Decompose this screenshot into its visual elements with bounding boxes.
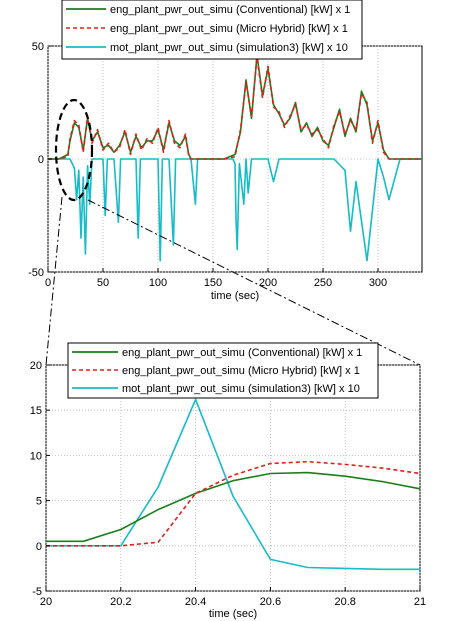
legend-label-micro-hybrid: eng_plant_pwr_out_simu (Micro Hybrid) [k… xyxy=(110,23,348,35)
top-xtick-label: 150 xyxy=(204,277,222,289)
legend2-label-micro-hybrid: eng_plant_pwr_out_simu (Micro Hybrid) [k… xyxy=(122,365,360,377)
chart-top-x-axis-label: time (sec) xyxy=(211,290,259,302)
chart-bottom-legend-box xyxy=(67,342,379,399)
bottom-xtick-label: 20.6 xyxy=(260,596,281,608)
zoom-connectors xyxy=(45,196,421,366)
chart-top-series xyxy=(48,54,422,262)
top-xtick-label: 100 xyxy=(149,277,167,289)
chart-top-legend: eng_plant_pwr_out_simu (Conventional) [k… xyxy=(61,0,363,60)
top-ytick-label: 50 xyxy=(32,41,44,53)
legend-label-motor: mot_plant_pwr_out_simu (simulation3) [kW… xyxy=(110,42,348,54)
chart-bottom: 20 20.2 20.4 20.6 20.8 21 -5 0 5 10 15 20 time (sec… xyxy=(30,342,426,620)
bottom-ytick-label: 0 xyxy=(36,541,42,553)
chart-top-legend-box xyxy=(61,0,363,60)
top-series-line-1 xyxy=(48,56,422,160)
bottom-ytick-label: 5 xyxy=(36,496,42,508)
bottom-ytick-label: 10 xyxy=(30,450,42,462)
chart-bottom-x-axis-label: time (sec) xyxy=(209,608,257,620)
bottom-series-line-2 xyxy=(46,398,420,571)
bottom-xtick-label: 21 xyxy=(414,596,426,608)
chart-bottom-series xyxy=(46,398,421,571)
bottom-xtick-label: 20 xyxy=(40,596,52,608)
top-ytick-label: -50 xyxy=(28,267,44,279)
top-ytick-label: 0 xyxy=(38,154,44,166)
top-xtick-label: 0 xyxy=(45,277,51,289)
top-xtick-label: 200 xyxy=(259,277,277,289)
bottom-series-line-0 xyxy=(46,471,421,543)
bottom-ytick-label: 20 xyxy=(30,360,42,372)
chart-bottom-legend: eng_plant_pwr_out_simu (Conventional) [k… xyxy=(67,342,379,399)
legend2-label-conventional: eng_plant_pwr_out_simu (Conventional) [k… xyxy=(122,347,362,359)
legend-label-conventional: eng_plant_pwr_out_simu (Conventional) [k… xyxy=(110,4,350,16)
zoom-connector-left xyxy=(45,196,63,366)
legend2-label-motor: mot_plant_pwr_out_simu (simulation3) [kW… xyxy=(122,383,360,395)
chart-bottom-plot-area xyxy=(45,364,421,592)
top-xtick-label: 250 xyxy=(314,277,332,289)
bottom-xtick-label: 20.4 xyxy=(185,596,206,608)
bottom-ytick-label: -5 xyxy=(32,586,42,598)
bottom-xtick-label: 20.2 xyxy=(110,596,131,608)
chart-bottom-ticks: 20 20.2 20.4 20.6 20.8 21 -5 0 5 10 15 20 xyxy=(30,360,426,608)
bottom-ytick-label: 15 xyxy=(30,405,42,417)
zoom-connector-right xyxy=(87,199,421,366)
top-xtick-label: 300 xyxy=(369,277,387,289)
zoom-region-marker xyxy=(54,98,94,202)
top-xtick-label: 50 xyxy=(97,277,109,289)
bottom-xtick-label: 20.8 xyxy=(334,596,355,608)
